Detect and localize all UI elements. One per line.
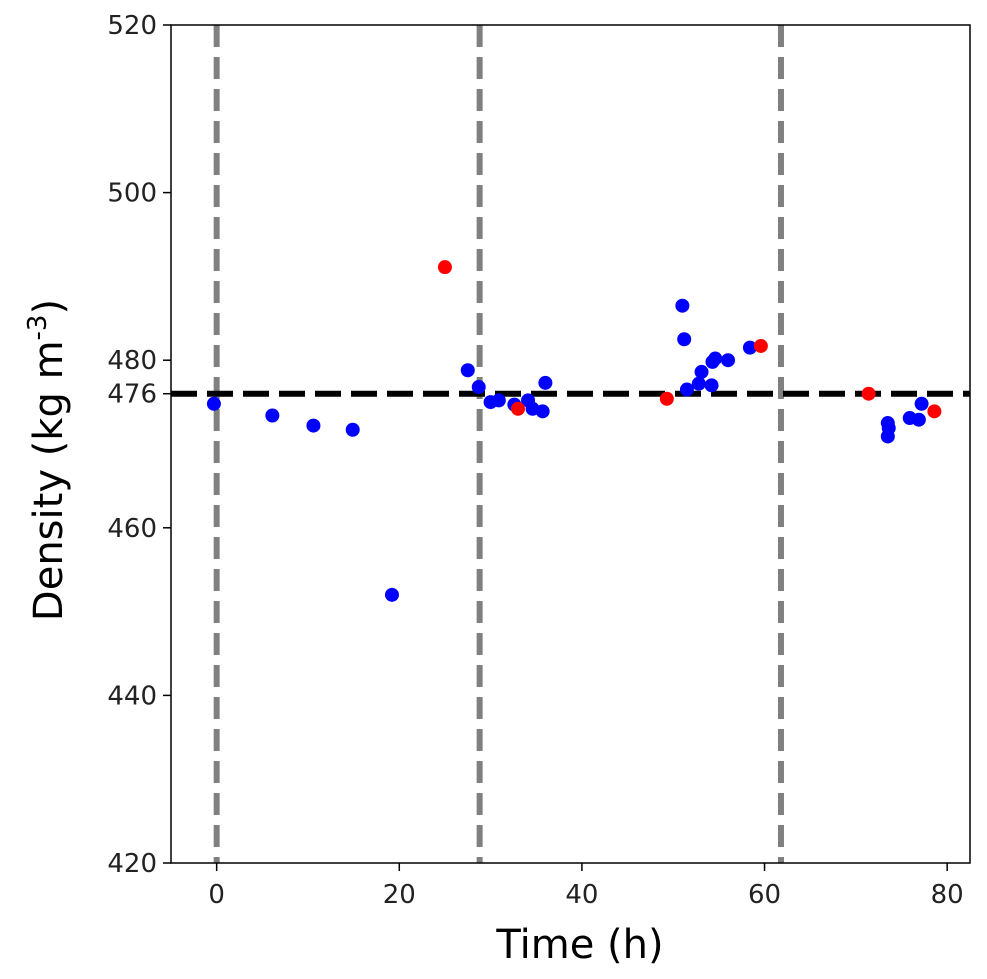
y-axis-label: Density (kg m-3) — [23, 299, 72, 621]
y-tick-label: 476 — [107, 380, 157, 410]
data-point-blue — [675, 298, 690, 313]
data-point-blue — [742, 340, 757, 355]
data-point-blue — [460, 363, 475, 378]
y-tick-label: 420 — [107, 849, 157, 879]
y-tick-label: 500 — [107, 179, 157, 209]
data-point-blue — [704, 378, 719, 393]
ticks: 0 20 40 60 80 420 440 460 476 480 500 520 — [107, 11, 963, 910]
data-point-blue — [708, 351, 723, 366]
x-axis-label: Time (h) — [495, 922, 663, 968]
data-point-blue — [538, 375, 553, 390]
y-axis-label-close: ) — [26, 299, 72, 315]
y-tick-label: 440 — [107, 681, 157, 711]
y-tick-label: 480 — [107, 346, 157, 376]
data-point-blue — [691, 376, 706, 391]
axes-frame — [170, 24, 971, 864]
y-tick-label: 460 — [107, 514, 157, 544]
data-point-blue — [535, 404, 550, 419]
data-point-red — [927, 404, 942, 419]
x-tick-label: 40 — [565, 880, 598, 910]
x-tick-label: 60 — [748, 880, 781, 910]
data-point-red — [753, 338, 768, 353]
data-point-blue — [679, 382, 694, 397]
data-point-blue — [880, 429, 895, 444]
data-point-blue — [694, 364, 709, 379]
plot-area — [171, 25, 970, 863]
y-tick-label: 520 — [107, 11, 157, 41]
data-point-blue — [491, 393, 506, 408]
data-point-blue — [911, 412, 926, 427]
data-point-red — [510, 401, 525, 416]
data-point-blue — [384, 587, 399, 602]
data-point-blue — [265, 408, 280, 423]
y-axis-label-main: Density (kg m — [26, 340, 72, 621]
data-point-blue — [721, 353, 736, 368]
data-point-blue — [345, 422, 360, 437]
data-point-blue — [914, 396, 929, 411]
data-point-red — [437, 260, 452, 275]
data-point-blue — [206, 396, 221, 411]
x-tick-label: 20 — [383, 880, 416, 910]
data-point-blue — [306, 418, 321, 433]
x-tick-label: 0 — [208, 880, 225, 910]
data-point-blue — [471, 380, 486, 395]
data-point-blue — [677, 332, 692, 347]
data-point-red — [861, 386, 876, 401]
y-axis-label-exponent: -3 — [23, 315, 53, 341]
data-point-red — [659, 391, 674, 406]
x-tick-label: 80 — [931, 880, 964, 910]
